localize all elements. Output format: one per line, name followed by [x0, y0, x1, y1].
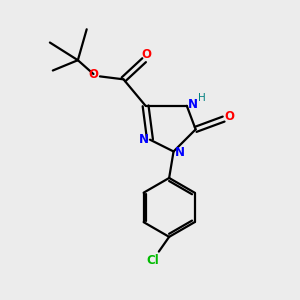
Text: H: H — [198, 93, 206, 103]
Text: N: N — [139, 133, 148, 146]
Text: O: O — [88, 68, 98, 80]
Text: N: N — [175, 146, 185, 159]
Text: O: O — [224, 110, 234, 123]
Text: O: O — [142, 48, 152, 62]
Text: Cl: Cl — [147, 254, 159, 267]
Text: N: N — [188, 98, 198, 111]
